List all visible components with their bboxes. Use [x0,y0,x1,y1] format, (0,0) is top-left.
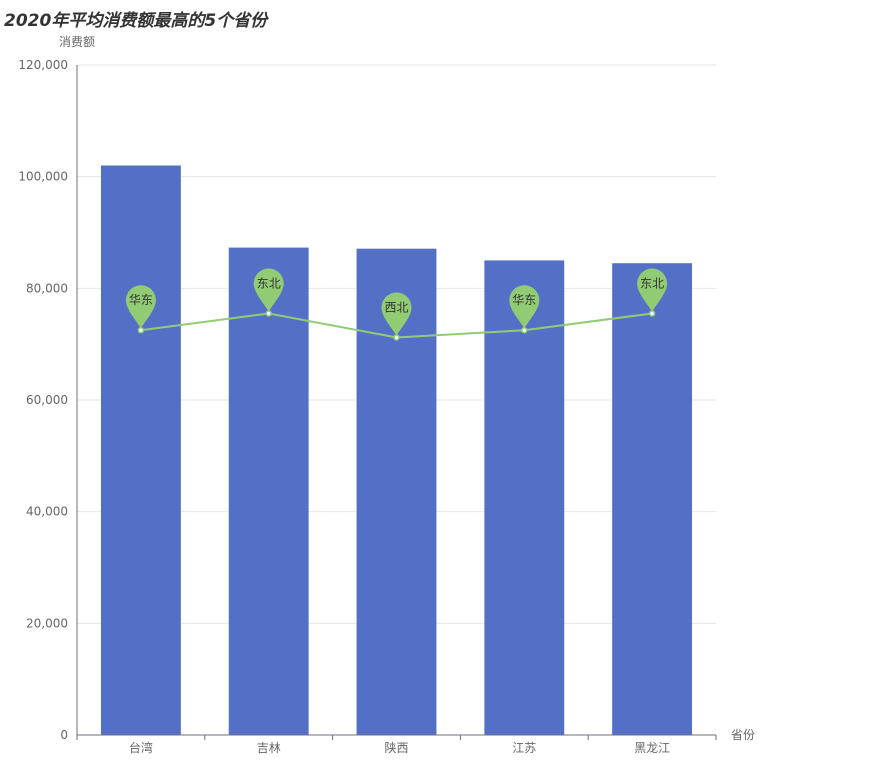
pin-label: 华东 [512,293,536,307]
y-tick-label: 40,000 [26,505,68,519]
bar [100,165,181,735]
y-tick-label: 100,000 [18,170,68,184]
x-tick-label: 陕西 [384,740,408,755]
y-axis-title: 消费额 [59,35,95,49]
chart-title: 2020年平均消费额最高的5个省份 [4,11,268,31]
y-tick-label: 0 [60,728,68,742]
pin-marker [253,268,284,312]
pin-label: 东北 [257,276,281,290]
line-point [393,334,400,341]
pin-marker [381,292,412,336]
x-tick-label: 江苏 [512,741,536,755]
x-tick-label: 黑龙江 [634,741,670,755]
bar [228,247,309,735]
line-point [265,310,272,317]
pin-label: 东北 [640,276,664,290]
y-tick-label: 20,000 [26,616,68,630]
pin-marker [125,285,156,329]
line-point [521,326,528,334]
bar [612,263,693,735]
y-tick-label: 120,000 [18,58,68,72]
pin-label: 华东 [129,293,153,307]
pin-marker [509,285,540,329]
y-tick-label: 60,000 [26,393,68,407]
x-axis-title: 省份 [731,728,755,742]
bar-layer [100,165,693,736]
line-point [648,310,656,317]
y-tick-label: 80,000 [26,281,68,295]
line-point [137,326,145,334]
pin-label: 西北 [384,300,408,314]
bar [484,260,565,735]
axis-layer: 0 20,000 40,000 60,000 80,000 100,000 120,000 台… [18,58,717,755]
x-tick-label: 吉林 [257,741,281,755]
pin-marker [637,268,668,312]
x-tick-label: 台湾 [129,740,153,755]
